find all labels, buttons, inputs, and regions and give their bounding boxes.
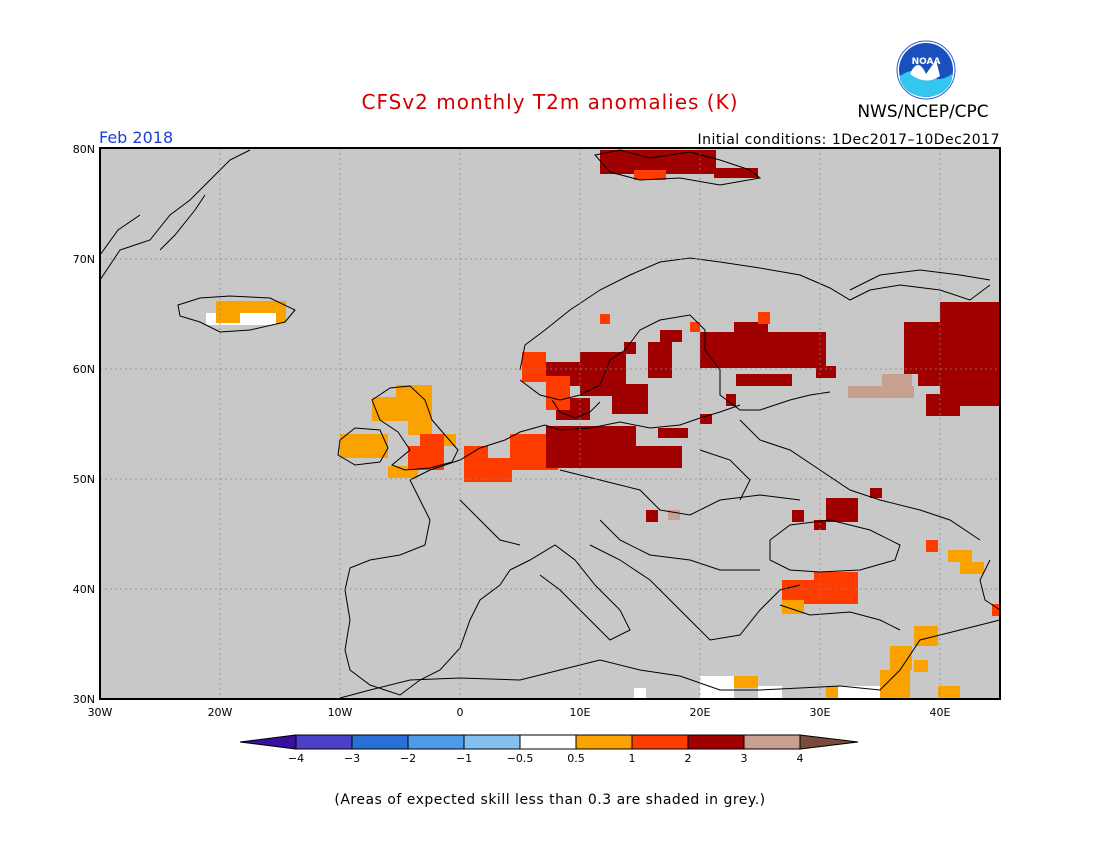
lat-labels: 80N 70N 60N 50N 40N 30N	[73, 143, 95, 706]
skill-footnote: (Areas of expected skill less than 0.3 a…	[334, 792, 766, 808]
colorbar-label: 1	[629, 752, 636, 765]
colorbar-label: −2	[400, 752, 416, 765]
lon-label-30w: 30W	[88, 706, 113, 719]
lon-label-20e: 20E	[690, 706, 711, 719]
colorbar-swatch-m4-m3	[295, 734, 353, 750]
lon-label-10w: 10W	[328, 706, 353, 719]
forecast-month: Feb 2018	[99, 128, 174, 147]
colorbar-label: 3	[741, 752, 748, 765]
colorbar-swatch-m1-m05	[463, 734, 521, 750]
colorbar-swatch-m2-m1	[407, 734, 465, 750]
coastlines	[99, 149, 1001, 699]
lat-label-50n: 50N	[73, 473, 95, 486]
colorbar-label: 2	[685, 752, 692, 765]
noaa-logo: NOAA	[896, 40, 956, 100]
map-background	[100, 148, 1000, 699]
map-title: CFSv2 monthly T2m anomalies (K)	[361, 90, 739, 114]
colorbar-swatch-neutral	[519, 734, 577, 750]
colorbar-label: −4	[288, 752, 304, 765]
lat-label-60n: 60N	[73, 363, 95, 376]
colorbar-arrow-low	[239, 734, 297, 750]
lon-label-20w: 20W	[208, 706, 233, 719]
colorbar-swatch-3-4	[743, 734, 801, 750]
colorbar-label: −0.5	[507, 752, 534, 765]
noaa-logo-text: NOAA	[912, 57, 941, 67]
colorbar-swatch-m3-m2	[351, 734, 409, 750]
lat-label-70n: 70N	[73, 253, 95, 266]
colorbar-label: −1	[456, 752, 472, 765]
colorbar	[239, 734, 859, 750]
map-frame	[99, 147, 1001, 700]
agency-label: NWS/NCEP/CPC	[857, 102, 989, 122]
colorbar-swatch-05-1	[575, 734, 633, 750]
colorbar-labels: −4 −3 −2 −1 −0.5 0.5 1 2 3 4	[288, 752, 804, 765]
grid	[100, 148, 1000, 699]
initial-conditions: Initial conditions: 1Dec2017–10Dec2017	[697, 132, 1000, 148]
colorbar-label: −3	[344, 752, 360, 765]
lon-label-10e: 10E	[570, 706, 591, 719]
lat-label-40n: 40N	[73, 583, 95, 596]
lon-label-0: 0	[457, 706, 464, 719]
colorbar-label: 4	[797, 752, 804, 765]
lat-label-80n: 80N	[73, 143, 95, 156]
lon-labels: 30W 20W 10W 0 10E 20E 30E 40E	[88, 706, 951, 719]
colorbar-label: 0.5	[567, 752, 585, 765]
colorbar-swatch-1-2	[631, 734, 689, 750]
lon-label-30e: 30E	[810, 706, 831, 719]
colorbar-swatch-2-3	[687, 734, 745, 750]
colorbar-arrow-high	[799, 734, 859, 750]
anomaly-cells	[206, 150, 1000, 698]
lat-label-30n: 30N	[73, 693, 95, 706]
lon-label-40e: 40E	[930, 706, 951, 719]
